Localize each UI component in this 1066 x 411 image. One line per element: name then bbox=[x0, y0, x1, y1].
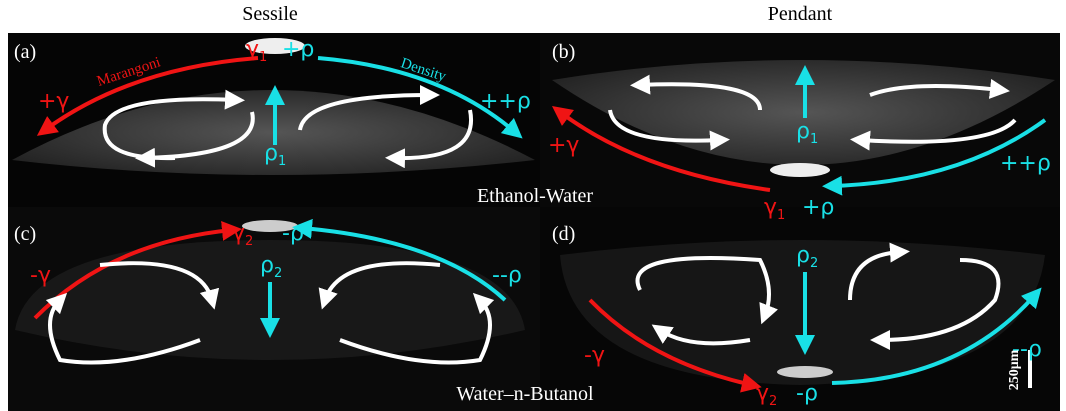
annotation: -ρ bbox=[796, 381, 818, 406]
annotation: -ρ bbox=[282, 221, 304, 246]
panel-label: (b) bbox=[552, 41, 575, 63]
panel-label: (a) bbox=[14, 41, 36, 63]
panel-label: (c) bbox=[14, 223, 36, 245]
fluid-label: Ethanol-Water bbox=[477, 185, 593, 207]
fluid-label: Water–n-Butanol bbox=[456, 383, 594, 405]
reflection bbox=[770, 163, 830, 177]
annotation: --ρ bbox=[492, 263, 522, 288]
column-header: Sessile bbox=[242, 3, 298, 25]
annotation: ++ρ bbox=[480, 89, 531, 114]
annotation: ++ρ bbox=[1000, 151, 1051, 176]
annotation: +γ bbox=[548, 133, 579, 158]
annotation: -γ bbox=[584, 343, 605, 368]
figure: Sessile Pendant (a) (b) (c) (d) Marangon… bbox=[0, 0, 1066, 411]
annotation: +ρ bbox=[282, 37, 314, 62]
reflection bbox=[777, 366, 833, 378]
panel-label: (d) bbox=[552, 223, 575, 245]
scale-bar-label: 250μm bbox=[1007, 349, 1022, 390]
annotation: -γ bbox=[30, 263, 51, 288]
annotation: +ρ bbox=[802, 195, 834, 220]
column-header: Pendant bbox=[768, 3, 833, 25]
annotation: +γ bbox=[38, 89, 69, 114]
